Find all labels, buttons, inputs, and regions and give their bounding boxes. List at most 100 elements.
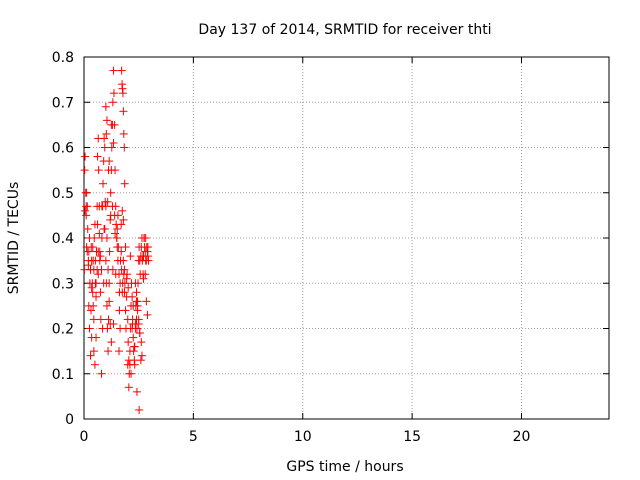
y-tick-label: 0 [65, 412, 74, 428]
data-point [99, 279, 108, 288]
data-point [102, 234, 111, 242]
data-point [82, 188, 91, 197]
data-point [117, 247, 126, 256]
y-tick-label: 0.5 [52, 186, 74, 202]
data-point [96, 252, 105, 261]
data-point [88, 288, 97, 297]
data-point [89, 347, 98, 356]
data-point [132, 387, 141, 396]
data-point [120, 179, 129, 188]
y-tick-label: 0.4 [52, 231, 74, 247]
data-point [106, 211, 115, 220]
data-point [105, 247, 114, 256]
data-point [98, 324, 107, 333]
data-point [93, 220, 102, 229]
data-point [105, 157, 114, 166]
data-point [107, 338, 116, 347]
data-point [117, 220, 126, 229]
data-point [104, 166, 113, 175]
data-point [139, 252, 148, 261]
data-point [83, 224, 92, 233]
data-point [97, 202, 106, 211]
data-point [101, 256, 110, 265]
data-point [105, 297, 114, 306]
y-tick-label: 0.7 [52, 95, 74, 111]
data-point [95, 229, 104, 238]
data-point [121, 243, 130, 252]
data-point [137, 351, 146, 360]
data-point [90, 360, 99, 369]
data-point [111, 229, 120, 238]
data-point [139, 274, 148, 283]
data-point [102, 129, 111, 138]
data-point [109, 319, 118, 328]
data-point [86, 351, 95, 360]
data-point [115, 306, 124, 315]
data-point [84, 261, 93, 270]
data-point [136, 356, 145, 365]
data-point [100, 134, 109, 143]
data-point [89, 256, 98, 265]
data-point [104, 315, 113, 324]
data-point [108, 98, 117, 107]
data-point [130, 360, 139, 369]
data-point [119, 107, 128, 116]
data-point [94, 166, 103, 175]
data-points [80, 66, 153, 414]
y-tick-label: 0.3 [52, 276, 74, 292]
y-tick-label: 0.1 [52, 367, 74, 383]
data-point [99, 179, 108, 188]
data-point [118, 206, 127, 215]
data-point [106, 188, 115, 197]
data-point [130, 342, 139, 351]
x-tick-label: 5 [189, 429, 198, 445]
data-point [94, 270, 103, 279]
data-point [116, 324, 125, 333]
data-point [101, 102, 110, 111]
data-point [113, 256, 122, 265]
data-point [103, 197, 112, 206]
data-point [109, 66, 118, 75]
data-point [82, 211, 91, 220]
data-point [87, 283, 96, 292]
data-point [81, 206, 90, 215]
data-point [93, 152, 102, 161]
data-point [137, 338, 146, 347]
x-axis-label: GPS time / hours [286, 459, 403, 475]
data-point [120, 288, 129, 297]
chart-title: Day 137 of 2014, SRMTID for receiver tht… [198, 22, 491, 38]
data-point [112, 234, 121, 242]
y-axis-label: SRMTID / TECUs [6, 182, 22, 295]
data-point [82, 202, 91, 211]
data-point [133, 306, 142, 315]
data-point [122, 274, 131, 283]
data-point [127, 369, 136, 378]
data-point [81, 152, 90, 161]
x-tick-label: 10 [294, 429, 312, 445]
data-point [129, 301, 138, 310]
data-point [119, 129, 128, 138]
data-point [118, 89, 127, 98]
data-point [141, 270, 150, 279]
data-point [124, 383, 133, 392]
data-point [126, 252, 135, 261]
data-point [132, 288, 141, 297]
x-tick-label: 20 [513, 429, 531, 445]
data-point [87, 333, 96, 342]
data-point [102, 116, 111, 125]
data-point [124, 338, 133, 347]
data-point [108, 202, 117, 211]
data-point [85, 234, 94, 242]
data-point [129, 347, 138, 356]
data-point [88, 243, 97, 252]
data-point [108, 265, 117, 274]
y-tick-label: 0.6 [52, 141, 74, 157]
data-point [111, 270, 120, 279]
data-point [134, 315, 143, 324]
data-point [113, 243, 122, 252]
data-point [135, 329, 144, 338]
data-point [97, 369, 106, 378]
data-point [135, 405, 144, 414]
data-point [89, 301, 98, 310]
